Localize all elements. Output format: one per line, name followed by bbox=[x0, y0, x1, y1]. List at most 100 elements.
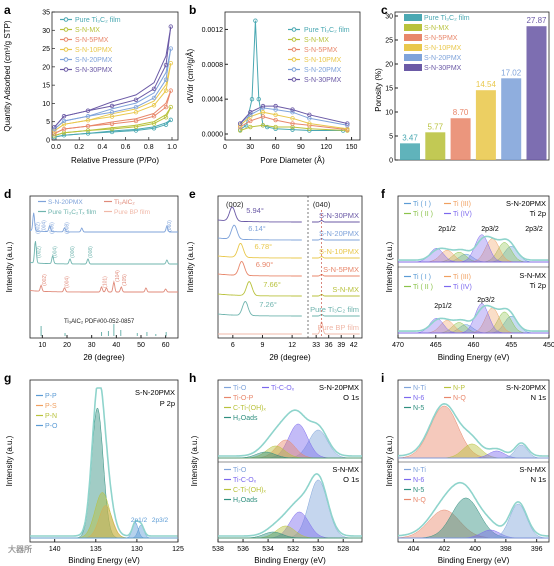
data-point bbox=[163, 104, 169, 110]
legend-label: Ti ( II ) bbox=[413, 211, 433, 218]
legend-swatch bbox=[404, 54, 422, 61]
x-axis-label: 2θ (degree) bbox=[83, 353, 125, 362]
legend-label: P-N bbox=[45, 413, 57, 420]
legend-label: S-N-5PMX bbox=[304, 47, 338, 54]
peak-angle-label: 6.14° bbox=[248, 224, 266, 233]
peak-label: 2p1/2 bbox=[438, 226, 456, 233]
data-point bbox=[61, 133, 67, 138]
peak-angle-label: 6.90° bbox=[256, 260, 274, 269]
panel-letter-f: f bbox=[381, 187, 386, 201]
sample-label: S-N-MX bbox=[519, 271, 546, 280]
legend-label: H₂Oads bbox=[233, 497, 258, 504]
legend-label: Ti ( II ) bbox=[413, 284, 433, 291]
legend-label: P-P bbox=[45, 393, 57, 400]
y-axis-label: Intensity (a.u.) bbox=[385, 241, 394, 292]
data-point bbox=[163, 115, 169, 120]
xrd-trace-left-2 bbox=[217, 243, 302, 259]
x-tick-label: 60 bbox=[272, 144, 280, 151]
legend-label: Pure Ti₃C₂ film bbox=[304, 27, 350, 34]
x-tick-label: 532 bbox=[287, 546, 299, 553]
x-tick-label: 0 bbox=[223, 144, 227, 151]
y-axis-label: Intensity (a.u.) bbox=[190, 435, 199, 486]
xrd-trace-2 bbox=[29, 280, 178, 293]
panel-d-frame bbox=[29, 195, 179, 339]
legend-marker bbox=[63, 47, 69, 52]
legend-label: N-6 bbox=[413, 477, 424, 484]
data-point bbox=[109, 126, 115, 132]
data-point bbox=[273, 112, 278, 118]
legend-label: S-N-30PMX bbox=[304, 77, 342, 84]
legend-swatch bbox=[404, 14, 422, 21]
peak-angle-label: 6.78° bbox=[255, 242, 273, 251]
ti2p-bottom-envelope bbox=[398, 304, 549, 332]
x-tick-label: 20 bbox=[63, 342, 71, 349]
legend-label: S-N-5PMX bbox=[75, 37, 109, 44]
series-desorption-1 bbox=[54, 106, 172, 137]
legend-marker bbox=[291, 77, 297, 82]
y-tick-label: 15 bbox=[42, 83, 50, 90]
x-tick-label: 140 bbox=[49, 546, 61, 553]
legend-label: Ti (IV) bbox=[453, 211, 472, 218]
legend-label: Pure Ti₃C₂ film bbox=[75, 17, 121, 24]
xrd-trace-right-4 bbox=[312, 294, 360, 297]
data-point bbox=[168, 24, 173, 29]
core-label: N 1s bbox=[531, 475, 547, 484]
peak-index-label: (004) bbox=[41, 220, 47, 232]
y-axis-label: dV/dr (cm³/g/Å) bbox=[186, 49, 195, 104]
x-tick-label: 30 bbox=[246, 144, 254, 151]
legend-label: S-N-10PMX bbox=[75, 47, 113, 54]
legend-label: N-Q bbox=[413, 497, 426, 504]
panel-g-frame bbox=[29, 379, 179, 543]
data-point bbox=[85, 123, 91, 129]
data-point bbox=[273, 124, 278, 130]
peak-index-label: (006) bbox=[70, 246, 76, 258]
y-tick-label: 35 bbox=[42, 10, 50, 17]
y-tick-label: 10 bbox=[42, 101, 50, 108]
bar-value-label: 27.87 bbox=[526, 16, 547, 25]
data-point bbox=[290, 127, 295, 132]
panel-letter-e: e bbox=[189, 187, 196, 201]
y-axis-label: Quantity Adsorbed (cm³/g STP) bbox=[3, 20, 12, 131]
x-tick-label: 6 bbox=[231, 342, 235, 349]
x-tick-label: 465 bbox=[430, 342, 442, 349]
sample-label: S-N-20PMX bbox=[506, 383, 546, 392]
data-point bbox=[168, 104, 173, 110]
y-tick-label: 0.0004 bbox=[202, 97, 224, 104]
data-point bbox=[52, 124, 57, 130]
data-point bbox=[290, 110, 295, 115]
data-point bbox=[109, 114, 115, 119]
xrd-trace-left-5 bbox=[217, 301, 302, 317]
ti2p-top-component bbox=[398, 248, 549, 263]
xrd-trace-left-3 bbox=[217, 260, 302, 277]
series-line-3 bbox=[54, 63, 172, 132]
data-point bbox=[248, 124, 253, 130]
legend-marker bbox=[291, 27, 297, 32]
data-point bbox=[345, 121, 350, 126]
sample-label: S-N-20PMX bbox=[506, 199, 546, 208]
legend-marker bbox=[291, 67, 297, 72]
legend-label: S-N-20PMX bbox=[304, 67, 342, 74]
legend-label: Ti (III) bbox=[453, 201, 471, 208]
bar-value-label: 3.47 bbox=[402, 133, 418, 142]
xrd-trace-0 bbox=[30, 212, 178, 233]
x-tick-label: 90 bbox=[297, 144, 305, 151]
data-point bbox=[133, 97, 139, 102]
series-desorption-5 bbox=[54, 26, 172, 128]
peak-index-label: (104) bbox=[115, 270, 121, 282]
x-tick-label: 0.2 bbox=[74, 144, 84, 151]
x-tick-label: 460 bbox=[468, 342, 480, 349]
x-axis-label: Pore Diameter (Å) bbox=[260, 156, 325, 165]
x-tick-label: 30 bbox=[88, 342, 96, 349]
data-point bbox=[85, 128, 91, 133]
legend-label: Pure Ti₃C₂ film bbox=[424, 15, 470, 22]
x-tick-label: 42 bbox=[350, 342, 358, 349]
x-tick-label: 150 bbox=[346, 144, 358, 151]
xrd-trace-left-4 bbox=[217, 281, 302, 297]
peak-index-label: (004) bbox=[65, 276, 71, 288]
panel-letter-g: g bbox=[4, 371, 11, 385]
data-point bbox=[290, 107, 295, 112]
data-point bbox=[256, 96, 261, 102]
x-tick-label: 455 bbox=[505, 342, 517, 349]
legend-label: Ti-O-P bbox=[233, 395, 254, 402]
